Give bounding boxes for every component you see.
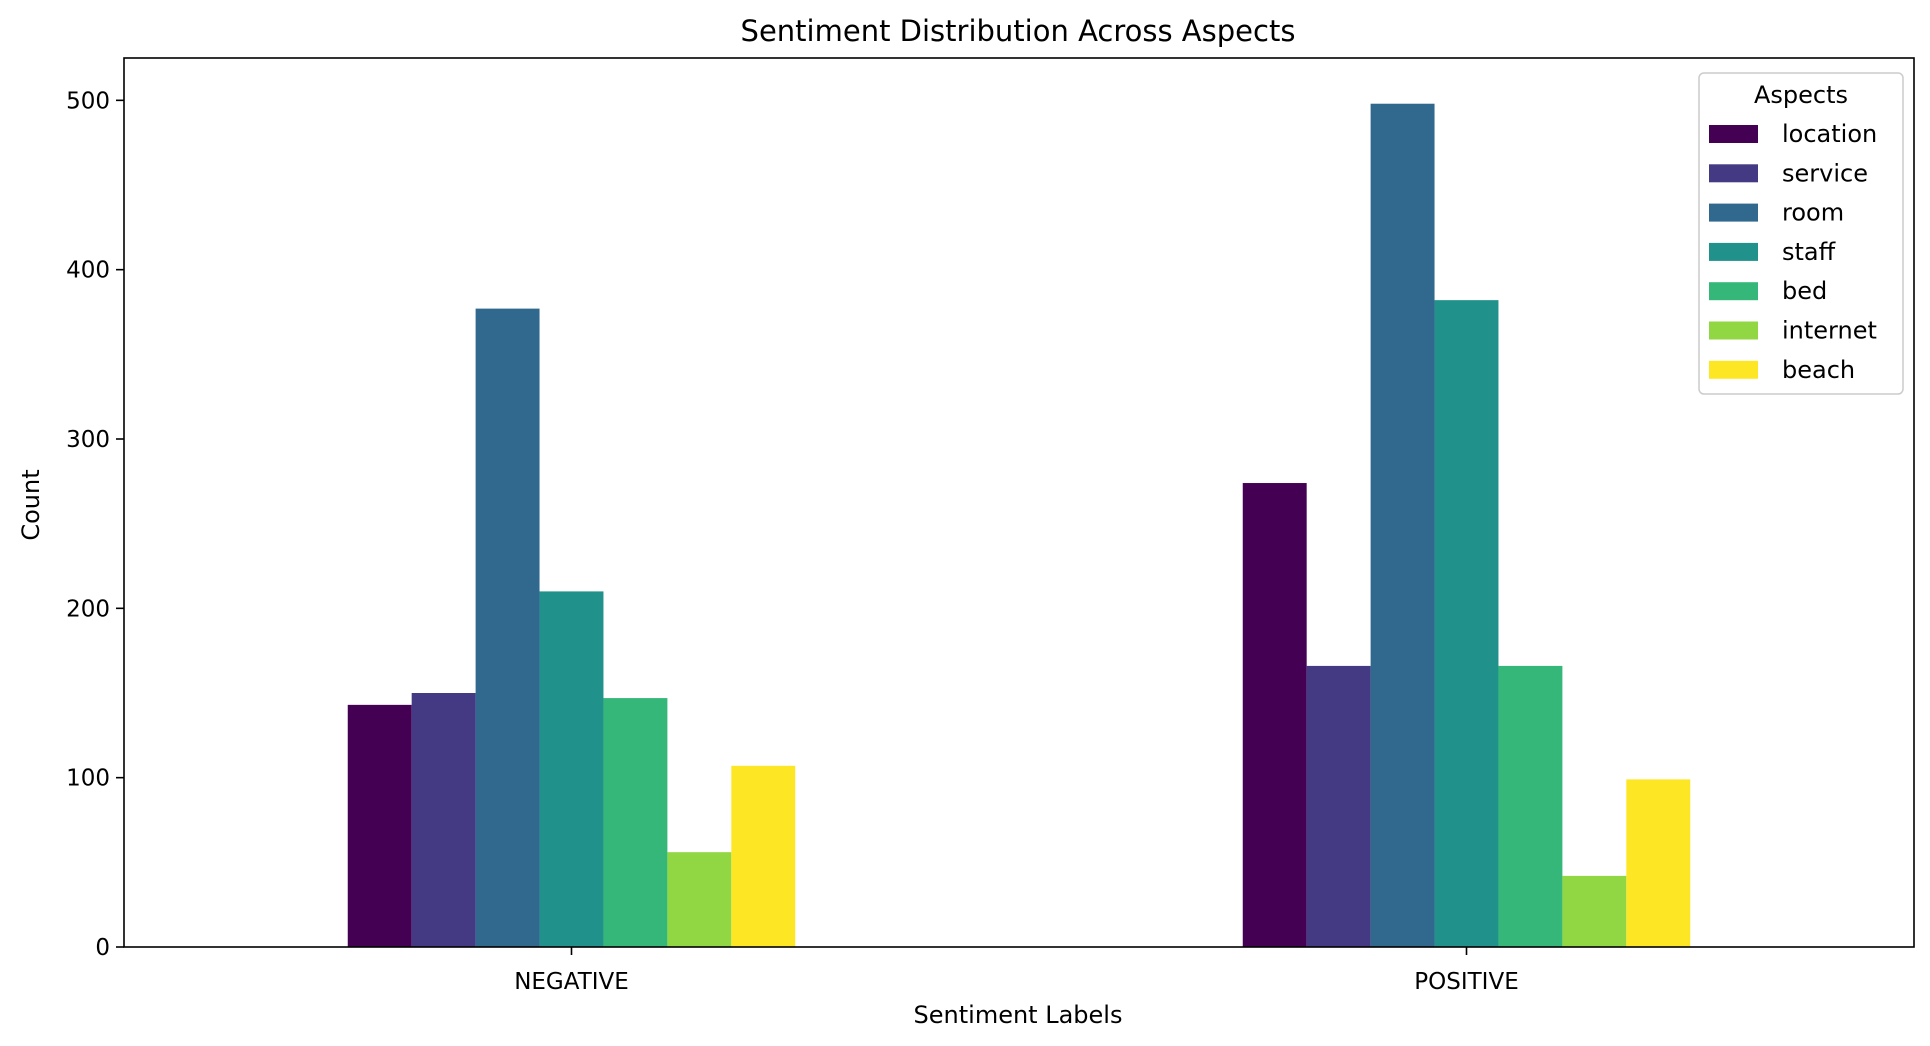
bar-room-positive: [1370, 103, 1435, 948]
legend-label-bed: bed: [1782, 277, 1827, 305]
chart-title: Sentiment Distribution Across Aspects: [741, 14, 1296, 48]
legend-label-beach: beach: [1782, 356, 1855, 384]
legend-swatch-beach: [1709, 360, 1758, 379]
y-tick-label: 500: [66, 88, 110, 114]
legend-label-internet: internet: [1782, 317, 1877, 345]
bars-layer: [347, 103, 1691, 948]
y-tick-label: 200: [66, 596, 110, 622]
legend-swatch-service: [1709, 164, 1758, 183]
y-tick-label: 100: [66, 766, 110, 792]
bar-bed-negative: [603, 698, 668, 947]
bar-beach-negative: [731, 765, 796, 947]
legend-label-staff: staff: [1782, 238, 1836, 266]
bar-internet-negative: [667, 852, 732, 947]
legend-title: Aspects: [1754, 81, 1848, 109]
bar-room-negative: [475, 308, 540, 947]
y-tick-label: 300: [66, 427, 110, 453]
y-tick-label: 0: [95, 935, 110, 961]
x-tick-label-positive: POSITIVE: [1414, 969, 1518, 995]
x-axis: NEGATIVE POSITIVE: [514, 947, 1519, 995]
legend-swatch-bed: [1709, 282, 1758, 301]
legend-swatch-room: [1709, 203, 1758, 222]
bar-service-negative: [411, 693, 476, 947]
legend-box: [1698, 72, 1904, 395]
y-axis: 0 100 200 300 400 500: [66, 88, 124, 961]
legend-swatch-internet: [1709, 321, 1758, 340]
bar-staff-negative: [539, 591, 604, 947]
x-tick-label-negative: NEGATIVE: [514, 969, 629, 995]
bar-beach-positive: [1626, 779, 1691, 947]
legend-swatch-staff: [1709, 242, 1758, 261]
y-tick-label: 400: [66, 258, 110, 284]
y-axis-label: Count: [17, 469, 45, 540]
bar-internet-positive: [1562, 875, 1627, 947]
legend-label-room: room: [1782, 199, 1844, 227]
bar-location-negative: [347, 704, 412, 947]
bar-service-positive: [1306, 665, 1371, 947]
legend-swatch-location: [1709, 125, 1758, 143]
legend: Aspects location service room staff bed intern…: [1698, 72, 1904, 395]
legend-label-location: location: [1782, 120, 1877, 148]
bar-location-positive: [1242, 483, 1307, 947]
x-axis-label: Sentiment Labels: [914, 1001, 1123, 1029]
legend-label-service: service: [1782, 159, 1868, 187]
bar-bed-positive: [1498, 665, 1563, 947]
plot-frame: [123, 57, 1915, 948]
bar-staff-positive: [1434, 300, 1499, 947]
